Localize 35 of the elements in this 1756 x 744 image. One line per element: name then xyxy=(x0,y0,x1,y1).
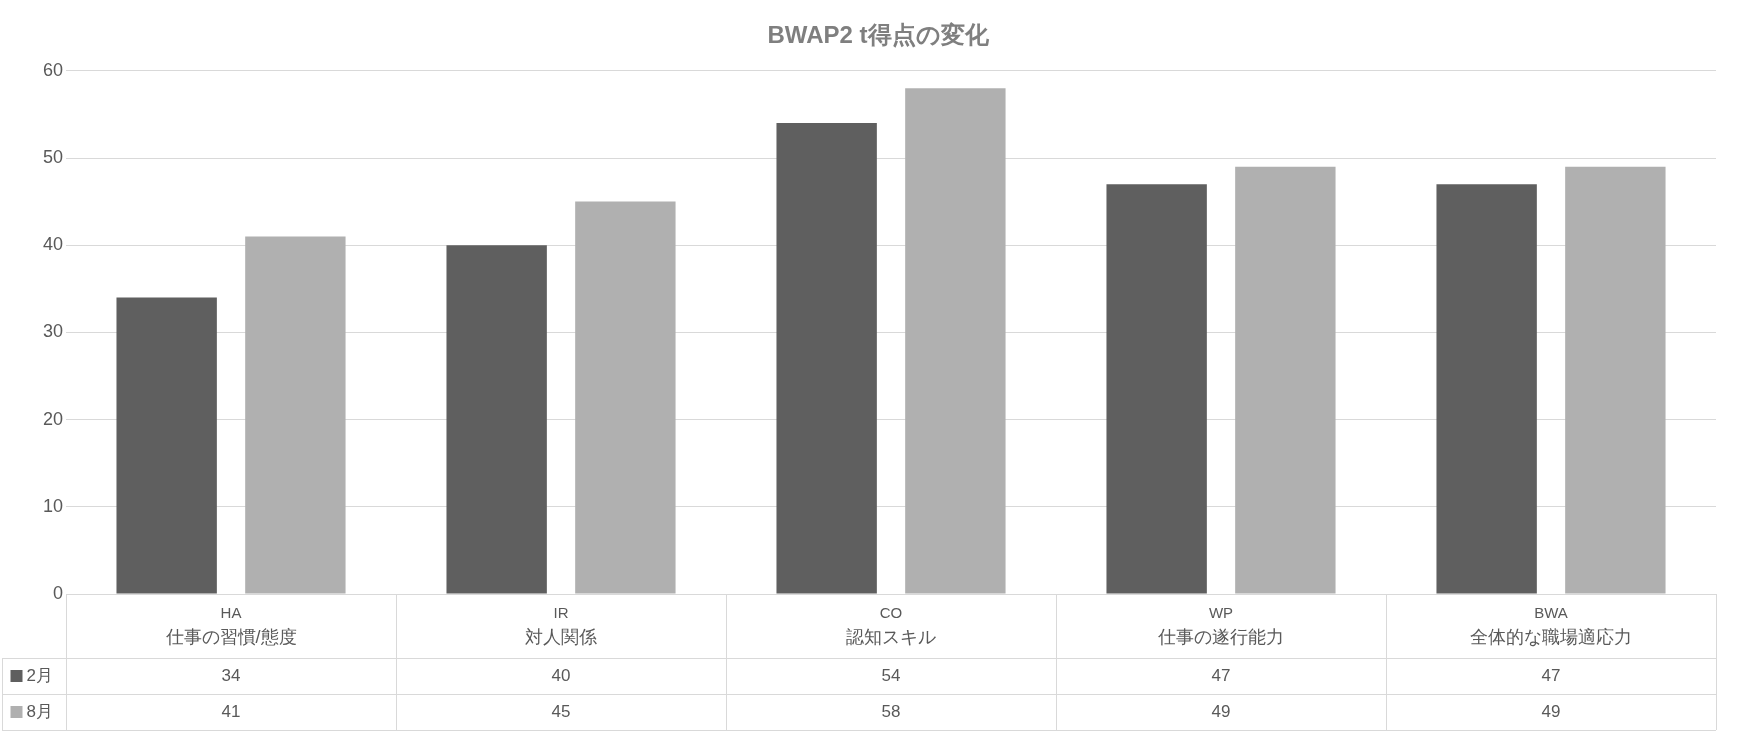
data-label: 34 xyxy=(221,665,241,685)
bar xyxy=(776,123,877,594)
bar xyxy=(446,245,547,594)
y-tick-label: 50 xyxy=(42,146,64,167)
data-label: 49 xyxy=(1541,701,1561,721)
data-label: 40 xyxy=(551,665,571,685)
data-label: 47 xyxy=(1211,665,1231,685)
data-label: 58 xyxy=(881,701,901,721)
x-tick-label: CO 認知スキル xyxy=(846,604,937,647)
bar xyxy=(116,297,217,594)
y-tick-label: 0 xyxy=(53,582,64,603)
legend-label: 8月 xyxy=(26,701,53,721)
bar xyxy=(1235,166,1336,594)
x-tick-label: IR 対人関係 xyxy=(525,604,598,647)
data-label: 54 xyxy=(881,665,901,685)
legend-label: 2月 xyxy=(26,665,53,685)
y-tick-label: 60 xyxy=(42,59,64,80)
x-tick-label: HA 仕事の習慣/態度 xyxy=(164,604,297,647)
x-tick-label: BWA 全体的な職場適応力 xyxy=(1470,604,1632,647)
y-tick-label: 30 xyxy=(42,321,64,342)
y-tick-label: 20 xyxy=(42,408,64,429)
data-label: 47 xyxy=(1541,665,1561,685)
chart-title: BWAP2 t得点の変化 xyxy=(767,21,990,49)
data-label: 49 xyxy=(1211,701,1231,721)
bar xyxy=(575,201,676,594)
bar xyxy=(1436,184,1537,594)
bar xyxy=(1106,184,1207,594)
y-tick-label: 40 xyxy=(42,234,64,255)
bar xyxy=(1565,166,1666,594)
y-tick-label: 10 xyxy=(42,495,64,516)
bar xyxy=(245,236,346,594)
data-label: 41 xyxy=(221,701,241,721)
bar xyxy=(905,88,1006,594)
data-label: 45 xyxy=(551,701,571,721)
x-tick-label: WP 仕事の遂行能力 xyxy=(1157,604,1285,647)
